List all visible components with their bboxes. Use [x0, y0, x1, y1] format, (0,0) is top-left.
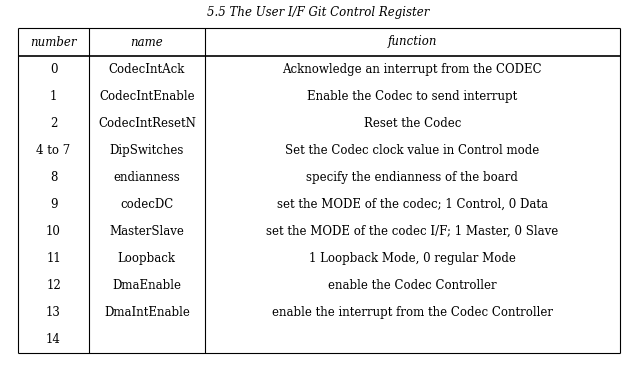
Text: 1 Loopback Mode, 0 regular Mode: 1 Loopback Mode, 0 regular Mode — [309, 252, 516, 265]
Text: 9: 9 — [50, 198, 57, 211]
Text: 0: 0 — [50, 63, 57, 76]
Text: name: name — [131, 36, 163, 49]
Text: 1: 1 — [50, 90, 57, 103]
Text: 10: 10 — [46, 225, 61, 238]
Text: 2: 2 — [50, 117, 57, 130]
Text: 12: 12 — [46, 279, 61, 292]
Text: CodecIntAck: CodecIntAck — [109, 63, 185, 76]
Text: 14: 14 — [46, 333, 61, 346]
Text: DipSwitches: DipSwitches — [110, 144, 184, 157]
Text: Acknowledge an interrupt from the CODEC: Acknowledge an interrupt from the CODEC — [282, 63, 542, 76]
Text: MasterSlave: MasterSlave — [110, 225, 184, 238]
Text: 4 to 7: 4 to 7 — [36, 144, 71, 157]
Text: enable the interrupt from the Codec Controller: enable the interrupt from the Codec Cont… — [272, 306, 553, 319]
Text: 8: 8 — [50, 171, 57, 184]
Text: specify the endianness of the board: specify the endianness of the board — [306, 171, 519, 184]
Text: DmaIntEnable: DmaIntEnable — [104, 306, 190, 319]
Text: Loopback: Loopback — [118, 252, 176, 265]
Text: number: number — [31, 36, 77, 49]
Text: 11: 11 — [46, 252, 61, 265]
Text: codecDC: codecDC — [120, 198, 173, 211]
Text: 5.5 The User I/F Git Control Register: 5.5 The User I/F Git Control Register — [207, 6, 430, 19]
Text: function: function — [387, 36, 437, 49]
Text: enable the Codec Controller: enable the Codec Controller — [328, 279, 497, 292]
Text: endianness: endianness — [113, 171, 180, 184]
Text: CodecIntResetN: CodecIntResetN — [98, 117, 196, 130]
Text: Set the Codec clock value in Control mode: Set the Codec clock value in Control mod… — [285, 144, 540, 157]
Text: 13: 13 — [46, 306, 61, 319]
Text: set the MODE of the codec; 1 Control, 0 Data: set the MODE of the codec; 1 Control, 0 … — [277, 198, 548, 211]
Text: DmaEnable: DmaEnable — [112, 279, 182, 292]
Text: set the MODE of the codec I/F; 1 Master, 0 Slave: set the MODE of the codec I/F; 1 Master,… — [266, 225, 559, 238]
Text: Reset the Codec: Reset the Codec — [364, 117, 461, 130]
Text: CodecIntEnable: CodecIntEnable — [99, 90, 195, 103]
Text: Enable the Codec to send interrupt: Enable the Codec to send interrupt — [307, 90, 517, 103]
